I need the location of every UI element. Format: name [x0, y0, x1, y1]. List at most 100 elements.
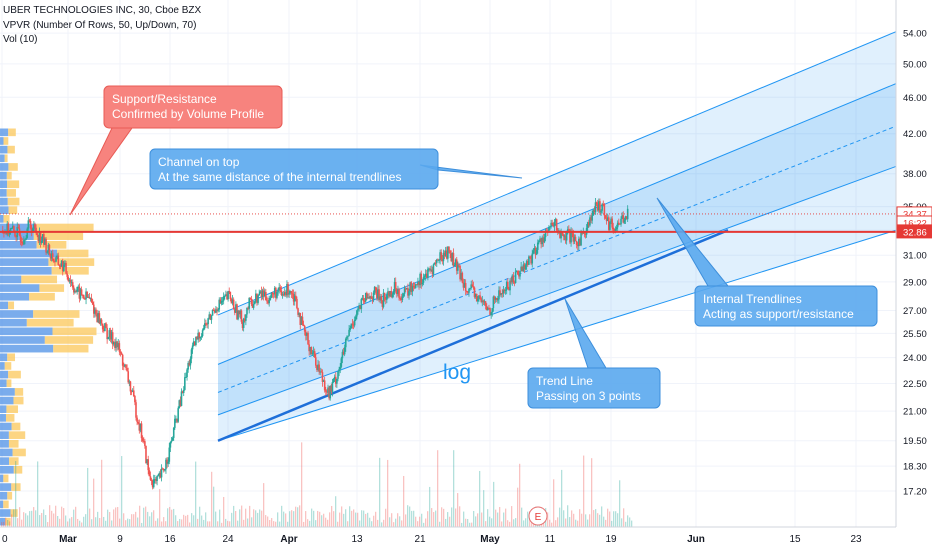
volume-bar [395, 518, 397, 527]
candle-body [290, 291, 293, 294]
candle-body [33, 224, 35, 229]
volume-bar [567, 505, 569, 527]
volume-bar [359, 520, 361, 527]
candle-body [384, 297, 387, 300]
volume-bar [597, 513, 599, 527]
legend-volume[interactable]: Vol (10) [3, 34, 38, 45]
candle-body [428, 268, 430, 270]
channel-fill [218, 31, 896, 441]
legend-symbol[interactable]: UBER TECHNOLOGIES INC, 30, Cboe BZX [3, 5, 202, 16]
candle-body [430, 269, 433, 271]
candle-body [98, 313, 101, 324]
volume-bar [205, 512, 207, 527]
annotation-channel-box [149, 148, 439, 190]
candle-body [390, 291, 393, 297]
candle-body [292, 294, 295, 302]
volume-bar [615, 511, 617, 527]
volume-bar [327, 519, 329, 527]
internal-trendline-mid[interactable] [217, 125, 897, 393]
earnings-marker[interactable]: E [528, 506, 548, 526]
candle-body [66, 273, 68, 277]
vp-row-down-32 [6, 405, 18, 414]
trend-line[interactable] [217, 229, 729, 442]
volume-bar [149, 516, 151, 527]
legend-vpvr[interactable]: VPVR (Number Of Rows, 50, Up/Down, 70) [3, 19, 197, 31]
candle-body [542, 237, 545, 243]
vp-row-down-22 [26, 318, 74, 327]
candle-body [460, 272, 463, 280]
candle-body [50, 253, 53, 259]
candle-body [162, 468, 165, 471]
candle-body [354, 316, 357, 320]
channel-upper-line[interactable] [217, 31, 897, 316]
annotation-internal-line-2: Acting as support/resistance [703, 307, 854, 321]
volume-bar [145, 506, 147, 527]
candle-body [563, 235, 566, 237]
volume-bar [525, 518, 527, 527]
candle-body [242, 318, 245, 328]
volume-bar [221, 522, 223, 527]
candle-body [441, 259, 444, 262]
volume-bar [403, 475, 405, 527]
candle-body [602, 203, 605, 205]
time-axis[interactable]: 0 Mar 9 16 24 Apr 13 21 May 11 19 Jun 15 23 [0, 526, 932, 550]
candle-body [451, 253, 454, 262]
volume-bar [159, 489, 161, 527]
candle-body [110, 332, 113, 340]
volume-bar [463, 511, 465, 527]
candle-body [394, 282, 397, 289]
volume-bar [611, 520, 613, 527]
candle-body [549, 226, 551, 228]
candle-body [169, 441, 172, 448]
candle-body [368, 297, 370, 299]
price-tick-label: 31.00 [903, 251, 927, 262]
candle-body [555, 219, 558, 231]
volume-bar [123, 513, 125, 527]
candle-body [322, 380, 325, 382]
candle-body [7, 223, 10, 235]
candle-body [485, 305, 488, 311]
volume-bar [515, 518, 517, 527]
candle-body [622, 215, 625, 223]
volume-bar [241, 505, 243, 527]
candle-body [240, 310, 243, 322]
candle-body [260, 291, 263, 297]
internal-trendline-lower[interactable] [217, 165, 897, 416]
candle-body [548, 227, 550, 232]
volume-bar [127, 518, 129, 527]
candle-body [596, 204, 599, 211]
volume-bar [237, 520, 239, 527]
vp-row-up-37 [0, 448, 13, 457]
vp-row-up-42 [0, 491, 8, 500]
candle-body [502, 289, 505, 294]
price-tick-label: 25.50 [903, 329, 927, 340]
volume-bar [129, 519, 131, 527]
candle-body [58, 264, 61, 266]
volume-bar [335, 496, 337, 527]
candle-body [450, 253, 453, 262]
candle-body [392, 291, 395, 295]
volume-bar [17, 518, 19, 527]
vp-row-up-10 [0, 215, 4, 223]
channel[interactable] [217, 31, 897, 442]
candle-body [382, 292, 385, 307]
volume-bar [383, 519, 385, 527]
price-axis[interactable]: 54.0050.0046.0042.0038.0035.0033.0031.00… [895, 0, 932, 550]
candle-body [37, 234, 40, 242]
candle-body [271, 292, 274, 294]
vp-row-down-11 [36, 223, 94, 232]
candle-body [176, 418, 178, 422]
channel-lower-line[interactable] [217, 229, 897, 442]
candle-body [521, 266, 524, 272]
candle-body [439, 252, 441, 261]
candle-body [601, 203, 603, 211]
candle-body [575, 240, 578, 245]
candle-body [513, 282, 516, 284]
candle-body [303, 325, 306, 332]
